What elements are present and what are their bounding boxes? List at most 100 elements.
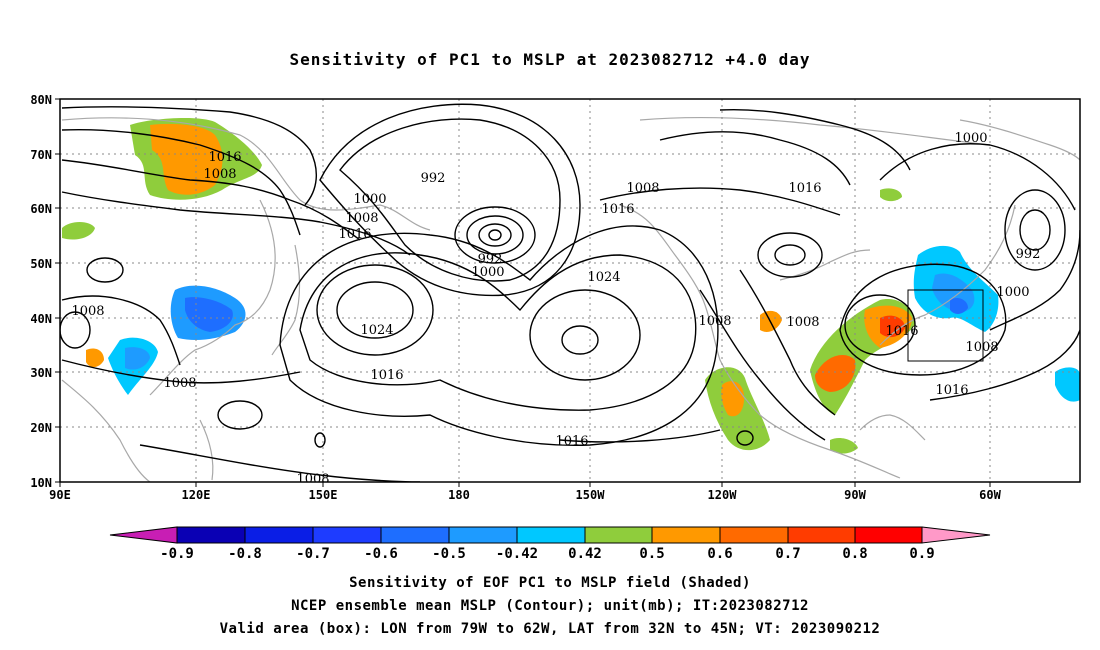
contour-label: 1008	[786, 315, 819, 330]
contour-line	[139, 444, 421, 482]
contour-labels: 1016 1008 992 1000 1008 1016 992 1000 10…	[71, 131, 1041, 482]
lat-label: 20N	[30, 421, 52, 435]
lat-label: 80N	[30, 93, 52, 107]
lon-label: 60W	[979, 488, 1001, 502]
caption-line-3: Valid area (box): LON from 79W to 62W, L…	[219, 621, 881, 637]
mslp-contours	[60, 103, 1080, 482]
contour-label: 1016	[885, 324, 918, 339]
shade-orange-2	[86, 348, 104, 368]
contour-small	[736, 430, 754, 446]
contour-line	[559, 429, 721, 443]
contour-1008	[279, 225, 719, 447]
contour-1016	[299, 252, 697, 411]
coast-greenland	[959, 119, 1080, 161]
contour-label: 1008	[203, 167, 236, 182]
colorbar-tick: -0.6	[364, 546, 398, 562]
contour-label: 992	[478, 252, 503, 267]
contour-line	[61, 106, 317, 206]
shade-darkorange-1	[815, 355, 856, 392]
contour-line	[61, 359, 301, 384]
contour-label: 992	[421, 171, 446, 186]
contour-small	[86, 257, 124, 283]
shade-cyan-3	[1055, 367, 1080, 402]
contour-low-ring	[774, 244, 806, 266]
contour-low-ring	[466, 215, 524, 255]
contour-low-ring	[454, 206, 536, 264]
lon-label: 90E	[49, 488, 71, 502]
valid-area-box	[907, 289, 984, 362]
contour-label: 992	[1016, 247, 1041, 262]
shaded-sensitivity	[62, 118, 1080, 454]
coast-east-asia	[149, 199, 276, 396]
contour-label: 1016	[555, 434, 588, 449]
colorbar-tick: -0.9	[160, 546, 194, 562]
lat-label: 10N	[30, 476, 52, 490]
contour-low-ring	[1004, 189, 1066, 271]
colorbar-box	[176, 526, 246, 544]
caption-line-2: NCEP ensemble mean MSLP (Contour); unit(…	[291, 598, 809, 614]
lon-labels: 90E 120E 150E 180 150W 120W 90W 60W	[49, 488, 1001, 502]
shade-green-5	[830, 437, 858, 454]
contour-label: 1000	[954, 131, 987, 146]
contour-1016-atl	[839, 263, 1007, 376]
shade-red-1	[880, 315, 905, 338]
shade-blue-3	[125, 347, 150, 370]
contour-small	[217, 400, 263, 430]
contour-label: 1024	[587, 270, 620, 285]
contour-high-ring	[336, 281, 414, 339]
contour-label: 1008	[71, 304, 104, 319]
lon-label: 150E	[309, 488, 338, 502]
contour-label: 1016	[935, 383, 968, 398]
coast-japan	[271, 244, 301, 356]
colorbar-box	[584, 526, 653, 544]
contour-high-ring	[561, 325, 599, 355]
colorbar-tick: -0.42	[496, 546, 538, 562]
colorbar-tick: 0.5	[639, 546, 664, 562]
contour-low-ring	[488, 229, 502, 241]
contour-label: 1000	[471, 265, 504, 280]
coast-great-lakes	[779, 249, 871, 281]
contour-label: 1016	[788, 181, 821, 196]
contour-low-ring	[757, 232, 823, 278]
lon-label: 90W	[844, 488, 866, 502]
contour-high-ring	[316, 264, 434, 356]
colorbar-high-triangle	[921, 526, 991, 544]
contour-line	[61, 295, 181, 366]
contour-line	[61, 159, 361, 241]
contour-high-ring	[844, 294, 916, 356]
colorbar-tick: -0.8	[228, 546, 262, 562]
plot-frame	[59, 98, 1081, 483]
coast-west-america	[619, 204, 901, 479]
axis-ticks	[55, 98, 991, 487]
caption-line-1: Sensitivity of EOF PC1 to MSLP field (Sh…	[349, 575, 751, 591]
colorbar-box	[787, 526, 856, 544]
lat-label: 40N	[30, 312, 52, 326]
contour-992	[339, 118, 561, 282]
contour-line	[739, 269, 836, 416]
contour-label: 1008	[163, 376, 196, 391]
coast-indochina	[61, 379, 151, 482]
colorbar-tick: 0.8	[842, 546, 867, 562]
coast-east-us	[879, 204, 1016, 346]
colorbar-box	[854, 526, 923, 544]
contour-low-ring	[478, 223, 512, 247]
shade-green-6	[880, 188, 902, 202]
colorbar-box	[516, 526, 586, 544]
contour-line	[599, 187, 841, 216]
contour-label: 1008	[626, 181, 659, 196]
coast-philippines	[199, 419, 214, 481]
lat-labels: 80N 70N 60N 50N 40N 30N 20N 10N	[30, 93, 52, 490]
colorbar	[109, 526, 991, 544]
coast-arctic-canada	[639, 116, 991, 146]
colorbar-box	[244, 526, 314, 544]
colorbar-tick: 0.7	[775, 546, 800, 562]
contour-label: 1000	[353, 192, 386, 207]
lat-label: 50N	[30, 257, 52, 271]
contour-low-ring	[1019, 209, 1051, 251]
contour-label: 1016	[208, 150, 241, 165]
contour-line	[879, 143, 1076, 211]
contour-label: 1008	[345, 211, 378, 226]
colorbar-box	[312, 526, 382, 544]
colorbar-ticks: -0.9 -0.8 -0.7 -0.6 -0.5 -0.42 0.42 0.5 …	[160, 546, 935, 562]
colorbar-tick: 0.6	[707, 546, 732, 562]
